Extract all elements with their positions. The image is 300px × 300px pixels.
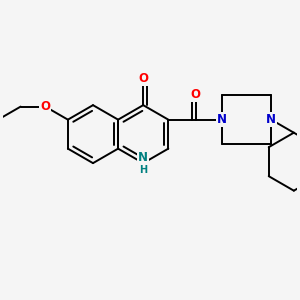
Text: N: N [138,151,148,164]
Text: N: N [266,113,276,126]
Text: O: O [40,100,50,113]
Text: H: H [139,165,147,176]
Text: O: O [191,88,201,100]
Text: O: O [138,72,148,85]
Text: N: N [217,113,227,126]
